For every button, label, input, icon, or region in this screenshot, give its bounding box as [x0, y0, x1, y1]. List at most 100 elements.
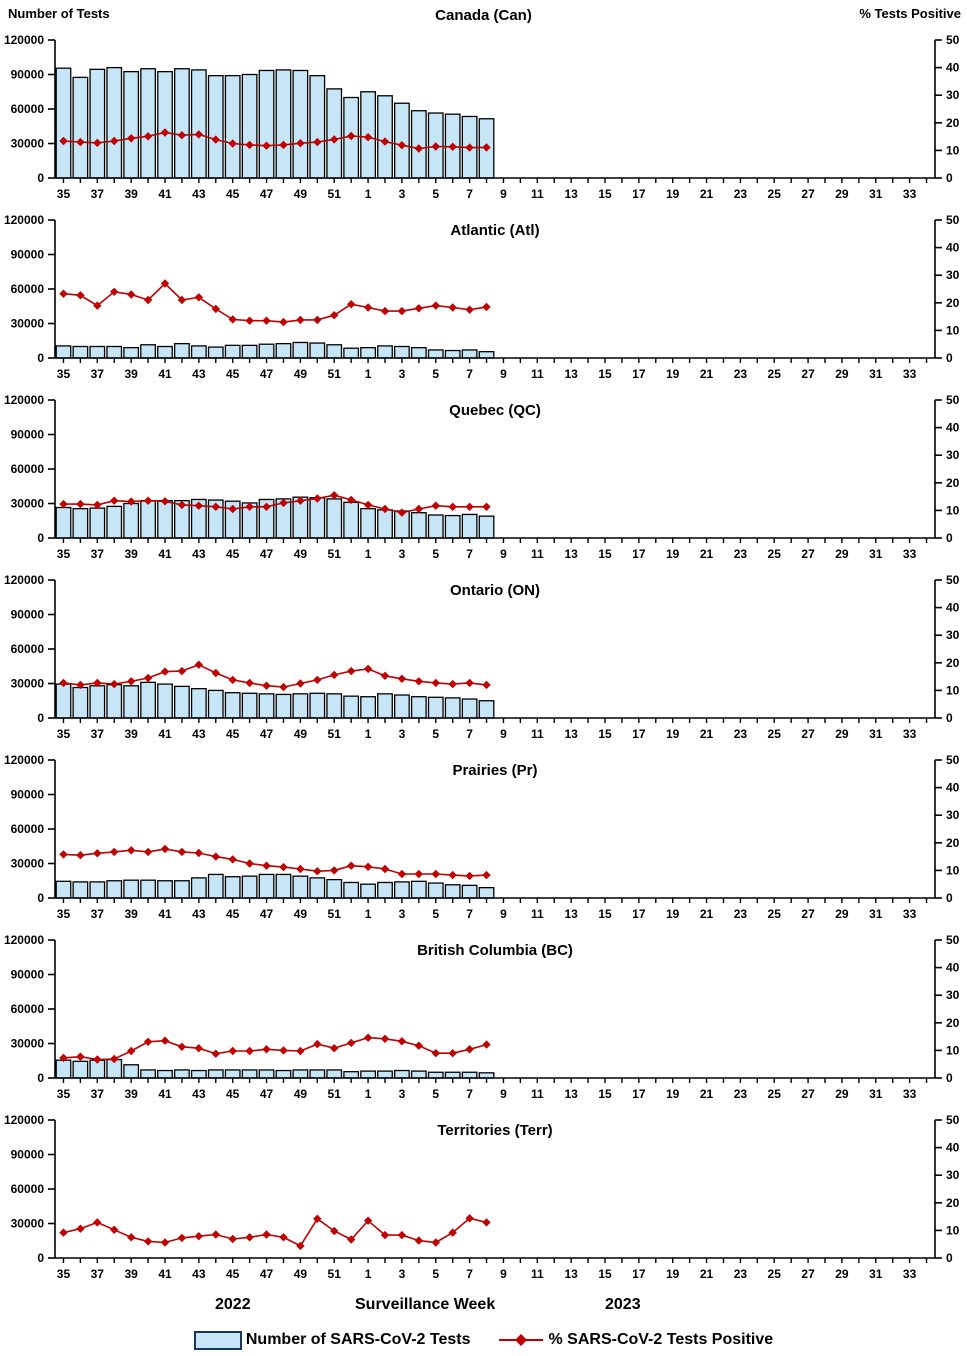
- chart-panel-quebec: 0 30000 60000 90000 120000 0 10 20 30 40 50 35 37 39 4…: [0, 390, 967, 570]
- svg-text:120000: 120000: [4, 753, 44, 767]
- svg-text:20: 20: [946, 296, 960, 310]
- svg-text:29: 29: [835, 187, 849, 201]
- svg-text:15: 15: [598, 1267, 612, 1281]
- svg-text:19: 19: [666, 1267, 680, 1281]
- svg-text:60000: 60000: [11, 822, 45, 836]
- chart-territories: 0 30000 60000 90000 120000 0 10 20 30 40 50 35 37 39 4…: [0, 1110, 967, 1290]
- svg-text:30000: 30000: [11, 677, 45, 691]
- svg-text:21: 21: [700, 187, 714, 201]
- panel-title: Prairies (Pr): [452, 762, 537, 779]
- svg-text:10: 10: [946, 863, 960, 877]
- svg-text:21: 21: [700, 1267, 714, 1281]
- svg-text:3: 3: [399, 727, 406, 741]
- svg-text:0: 0: [37, 1071, 44, 1085]
- svg-text:15: 15: [598, 547, 612, 561]
- svg-text:17: 17: [632, 727, 646, 741]
- svg-text:90000: 90000: [11, 428, 45, 442]
- svg-text:20: 20: [946, 836, 960, 850]
- svg-text:13: 13: [564, 187, 578, 201]
- svg-text:49: 49: [294, 187, 308, 201]
- svg-text:30000: 30000: [11, 1217, 45, 1231]
- svg-text:50: 50: [946, 933, 960, 947]
- svg-text:30: 30: [946, 448, 960, 462]
- svg-text:60000: 60000: [11, 1002, 45, 1016]
- svg-text:29: 29: [835, 1267, 849, 1281]
- chart-panel-ontario: 0 30000 60000 90000 120000 0 10 20 30 40 50 35 37 39 4…: [0, 570, 967, 750]
- svg-text:30: 30: [946, 988, 960, 1002]
- svg-text:51: 51: [328, 1267, 342, 1281]
- svg-text:11: 11: [531, 1087, 544, 1101]
- svg-text:31: 31: [869, 547, 883, 561]
- svg-text:43: 43: [192, 907, 206, 921]
- svg-text:90000: 90000: [11, 788, 45, 802]
- svg-text:41: 41: [158, 187, 172, 201]
- svg-text:47: 47: [260, 187, 274, 201]
- svg-text:1: 1: [365, 1087, 372, 1101]
- svg-text:11: 11: [531, 547, 544, 561]
- svg-text:10: 10: [946, 683, 960, 697]
- svg-text:40: 40: [946, 421, 960, 435]
- panel-title: British Columbia (BC): [417, 942, 573, 959]
- svg-text:31: 31: [869, 907, 883, 921]
- svg-text:45: 45: [226, 907, 240, 921]
- svg-text:20: 20: [946, 1196, 960, 1210]
- svg-text:7: 7: [466, 1087, 473, 1101]
- svg-text:25: 25: [768, 1087, 782, 1101]
- svg-text:45: 45: [226, 1267, 240, 1281]
- svg-text:19: 19: [666, 727, 680, 741]
- svg-text:33: 33: [903, 907, 917, 921]
- svg-text:17: 17: [632, 1267, 646, 1281]
- svg-text:7: 7: [466, 367, 473, 381]
- svg-text:39: 39: [124, 187, 138, 201]
- svg-text:50: 50: [946, 753, 960, 767]
- svg-text:29: 29: [835, 727, 849, 741]
- svg-text:0: 0: [37, 531, 44, 545]
- svg-text:50: 50: [946, 33, 960, 47]
- svg-text:11: 11: [531, 367, 544, 381]
- svg-text:50: 50: [946, 1113, 960, 1127]
- svg-text:49: 49: [294, 367, 308, 381]
- svg-text:45: 45: [226, 1087, 240, 1101]
- svg-text:51: 51: [328, 907, 342, 921]
- svg-text:39: 39: [124, 907, 138, 921]
- svg-text:7: 7: [466, 1267, 473, 1281]
- svg-text:9: 9: [500, 1087, 507, 1101]
- svg-text:25: 25: [768, 1267, 782, 1281]
- svg-text:23: 23: [734, 367, 748, 381]
- panel-title: Ontario (ON): [450, 582, 540, 599]
- svg-text:33: 33: [903, 1267, 917, 1281]
- svg-text:39: 39: [124, 727, 138, 741]
- svg-text:51: 51: [328, 1087, 342, 1101]
- svg-text:45: 45: [226, 547, 240, 561]
- svg-text:33: 33: [903, 727, 917, 741]
- x-axis-footer: 2022 Surveillance Week 2023: [0, 1290, 967, 1324]
- svg-text:39: 39: [124, 367, 138, 381]
- svg-text:27: 27: [801, 1267, 815, 1281]
- svg-text:11: 11: [531, 727, 544, 741]
- svg-text:47: 47: [260, 727, 274, 741]
- svg-text:49: 49: [294, 1087, 308, 1101]
- svg-text:29: 29: [835, 367, 849, 381]
- svg-text:41: 41: [158, 727, 172, 741]
- svg-text:13: 13: [564, 547, 578, 561]
- panel-title: Quebec (QC): [449, 402, 541, 419]
- svg-text:5: 5: [432, 187, 439, 201]
- svg-text:0: 0: [37, 891, 44, 905]
- svg-text:5: 5: [432, 1087, 439, 1101]
- svg-text:15: 15: [598, 1087, 612, 1101]
- svg-text:27: 27: [801, 367, 815, 381]
- svg-text:43: 43: [192, 1267, 206, 1281]
- svg-text:45: 45: [226, 727, 240, 741]
- svg-text:13: 13: [564, 907, 578, 921]
- svg-text:11: 11: [531, 907, 544, 921]
- svg-text:21: 21: [700, 727, 714, 741]
- right-axis-title: % Tests Positive: [859, 6, 961, 21]
- svg-text:31: 31: [869, 1267, 883, 1281]
- svg-text:25: 25: [768, 367, 782, 381]
- svg-text:51: 51: [328, 547, 342, 561]
- svg-text:15: 15: [598, 187, 612, 201]
- svg-text:49: 49: [294, 907, 308, 921]
- svg-text:17: 17: [632, 1087, 646, 1101]
